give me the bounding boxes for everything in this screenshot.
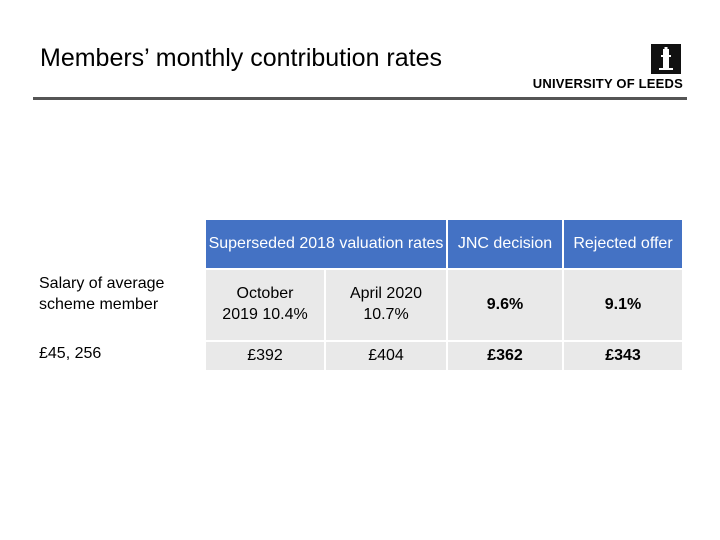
cell-rejected-rate: 9.1% — [564, 270, 682, 340]
cell-october-rate: October 2019 10.4% — [206, 270, 324, 340]
cell-rejected-amount: £343 — [564, 342, 682, 370]
header-rejected: Rejected offer — [564, 220, 682, 268]
cell-october-amount: £392 — [206, 342, 324, 370]
university-logo-text: UNIVERSITY OF LEEDS — [532, 76, 683, 91]
cell-april-rate: April 2020 10.7% — [326, 270, 446, 340]
cell-jnc-rate: 9.6% — [448, 270, 562, 340]
cell-april-amount: £404 — [326, 342, 446, 370]
row-salary: £45, 256 — [39, 345, 102, 362]
row-label: Salary of average scheme member — [39, 275, 165, 313]
university-crest-icon — [651, 44, 681, 74]
slide-title: Members’ monthly contribution rates — [40, 44, 443, 72]
header-jnc: JNC decision — [448, 220, 562, 268]
header-superseded: Superseded 2018 valuation rates — [206, 220, 446, 268]
cell-jnc-amount: £362 — [448, 342, 562, 370]
title-divider — [33, 97, 687, 100]
